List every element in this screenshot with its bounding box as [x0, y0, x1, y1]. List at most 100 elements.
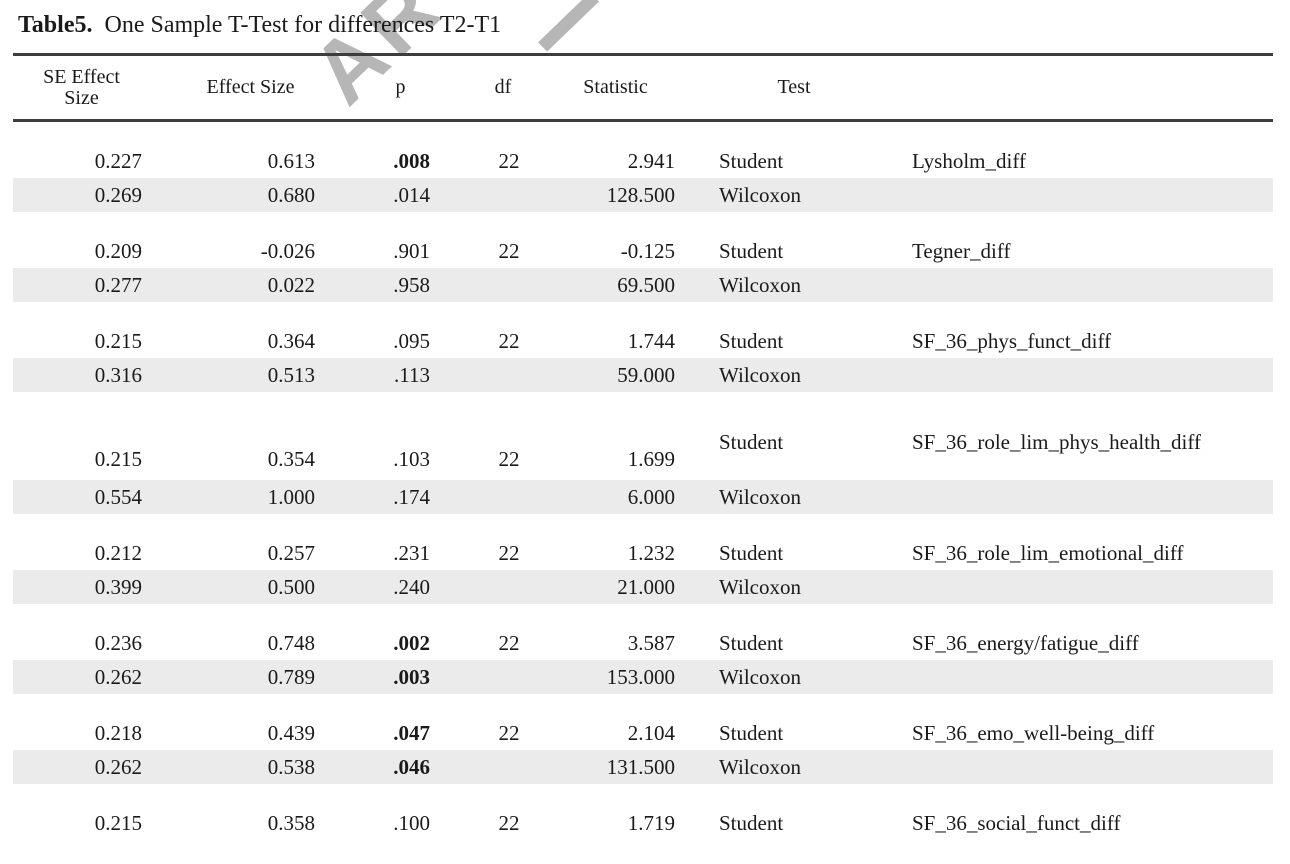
cell-p: .002	[393, 630, 430, 655]
table-body: 0.227 0.613 .008 22 2.941 Student Lysholm_diff…	[0, 122, 1290, 840]
cell-p: .901	[393, 238, 430, 263]
cell-se-effect-size: 0.269	[94, 182, 142, 207]
table-row: 0.316 0.513 .113 59.000 Wilcoxon	[13, 358, 1273, 392]
cell-se-effect-size: 0.227	[94, 148, 142, 173]
cell-statistic: 3.587	[627, 630, 675, 655]
cell-test: Wilcoxon	[719, 484, 801, 509]
table-row: 0.399 0.500 .240 21.000 Wilcoxon	[13, 570, 1273, 604]
cell-test: Wilcoxon	[719, 574, 801, 599]
cell-statistic: 1.744	[627, 328, 675, 353]
cell-se-effect-size: 0.215	[94, 328, 142, 353]
cell-variable: Lysholm_diff	[912, 148, 1026, 173]
cell-statistic: 59.000	[617, 362, 675, 387]
cell-test: Student	[719, 238, 784, 263]
cell-p: .046	[393, 754, 430, 779]
cell-df: 22	[498, 447, 520, 471]
cell-test: Wilcoxon	[719, 182, 801, 207]
cell-effect-size: 0.364	[267, 328, 315, 353]
row-gap	[0, 302, 1290, 324]
cell-test: Student	[719, 430, 784, 454]
cell-se-effect-size: 0.209	[94, 238, 142, 263]
cell-effect-size: 0.513	[267, 362, 315, 387]
cell-statistic: 153.000	[606, 664, 675, 689]
cell-test: Wilcoxon	[719, 362, 801, 387]
cell-p: .174	[393, 484, 430, 509]
table-row: 0.236 0.748 .002 22 3.587 Student SF_36_energy…	[13, 626, 1273, 660]
cell-effect-size: 0.789	[267, 664, 315, 689]
cell-p: .103	[393, 447, 430, 471]
cell-statistic: 2.104	[627, 720, 675, 745]
cell-effect-size: 0.354	[267, 447, 315, 471]
cell-df: 22	[498, 148, 520, 173]
row-gap	[0, 604, 1290, 626]
row-gap	[0, 694, 1290, 716]
cell-test: Wilcoxon	[719, 664, 801, 689]
cell-statistic: 2.941	[627, 148, 675, 173]
cell-df: 22	[498, 540, 520, 565]
cell-variable: SF_36_role_lim_phys_health_diff	[912, 430, 1201, 454]
table-row: 0.262 0.789 .003 153.000 Wilcoxon	[13, 660, 1273, 694]
cell-test: Student	[719, 328, 784, 353]
cell-p: .240	[393, 574, 430, 599]
cell-statistic: 1.699	[627, 447, 675, 471]
cell-statistic: 21.000	[617, 574, 675, 599]
table-row: 0.218 0.439 .047 22 2.104 Student SF_36_emo_we…	[13, 716, 1273, 750]
cell-variable: SF_36_phys_funct_diff	[912, 328, 1112, 353]
cell-p: .100	[393, 810, 430, 835]
cell-effect-size: 0.439	[267, 720, 315, 745]
cell-test: Wilcoxon	[719, 272, 801, 297]
cell-se-effect-size: 0.554	[94, 484, 142, 509]
cell-p: .231	[393, 540, 430, 565]
cell-effect-size: -0.026	[260, 238, 315, 263]
cell-se-effect-size: 0.277	[94, 272, 142, 297]
table-row: 0.212 0.257 .231 22 1.232 Student SF_36_role_l…	[13, 536, 1273, 570]
cell-p: .014	[393, 182, 430, 207]
cell-se-effect-size: 0.236	[94, 630, 142, 655]
table-title-number: Table5.	[18, 12, 93, 38]
table-title: Table5. One Sample T-Test for differences…	[18, 12, 501, 39]
cell-se-effect-size: 0.215	[94, 810, 142, 835]
cell-p: .047	[393, 720, 430, 745]
cell-variable: SF_36_emo_well-being_diff	[912, 720, 1155, 745]
table-row: 0.262 0.538 .046 131.500 Wilcoxon	[13, 750, 1273, 784]
cell-p: .003	[393, 664, 430, 689]
table-row: 0.215 0.354 .103 22 1.699 Student SF_36_role_l…	[13, 422, 1273, 480]
cell-df: 22	[498, 720, 520, 745]
cell-df: 22	[498, 810, 520, 835]
cell-effect-size: 0.358	[267, 810, 315, 835]
cell-p: .008	[393, 148, 430, 173]
cell-effect-size: 0.680	[267, 182, 315, 207]
cell-statistic: 1.719	[627, 810, 675, 835]
cell-se-effect-size: 0.215	[94, 447, 142, 471]
header-rule	[13, 119, 1273, 122]
cell-test: Student	[719, 720, 784, 745]
cell-statistic: -0.125	[620, 238, 675, 263]
cell-se-effect-size: 0.399	[94, 574, 142, 599]
table-row: 0.227 0.613 .008 22 2.941 Student Lysholm_diff	[13, 144, 1273, 178]
cell-p: .113	[394, 362, 430, 387]
table-row: 0.554 1.000 .174 6.000 Wilcoxon	[13, 480, 1273, 514]
cell-statistic: 128.500	[606, 182, 675, 207]
cell-p: .958	[393, 272, 430, 297]
cell-test: Wilcoxon	[719, 754, 801, 779]
cell-test: Student	[719, 630, 784, 655]
cell-variable: Tegner_diff	[912, 238, 1011, 263]
cell-se-effect-size: 0.212	[94, 540, 142, 565]
cell-statistic: 69.500	[617, 272, 675, 297]
cell-p: .095	[393, 328, 430, 353]
column-header-blank	[905, 56, 1273, 119]
cell-effect-size: 0.257	[267, 540, 315, 565]
cell-se-effect-size: 0.218	[94, 720, 142, 745]
cell-effect-size: 1.000	[267, 484, 315, 509]
column-header-test: Test	[777, 76, 811, 98]
cell-effect-size: 0.613	[267, 148, 315, 173]
row-gap	[0, 392, 1290, 422]
cell-variable: SF_36_social_funct_diff	[912, 810, 1121, 835]
cell-df: 22	[498, 328, 520, 353]
cell-statistic: 1.232	[627, 540, 675, 565]
cell-df: 22	[498, 238, 520, 263]
table-row: 0.215 0.364 .095 22 1.744 Student SF_36_phys_f…	[13, 324, 1273, 358]
cell-se-effect-size: 0.262	[94, 664, 142, 689]
column-header-p: p	[395, 76, 406, 98]
